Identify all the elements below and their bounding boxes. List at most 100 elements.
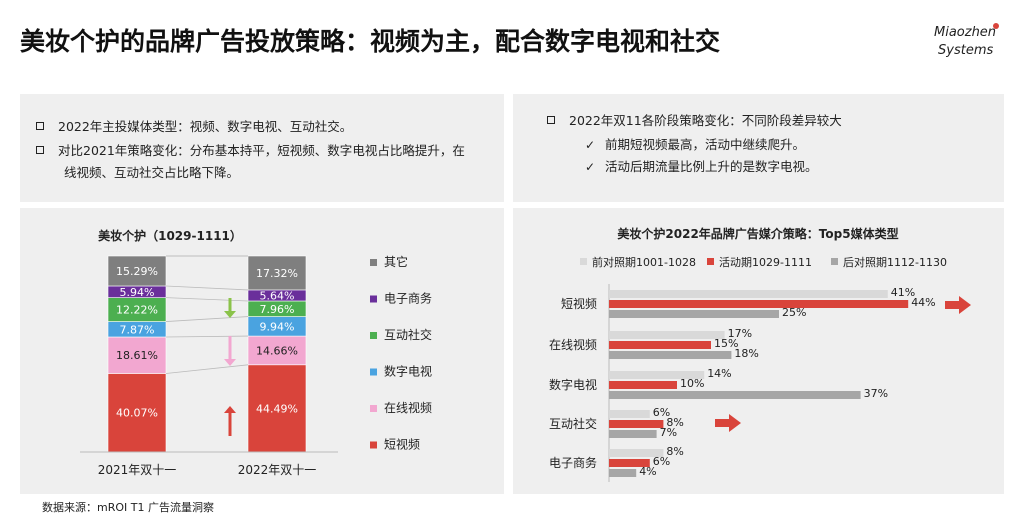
check-icon: ✓ — [585, 138, 596, 152]
stacked-chart-panel: 美妆个护（1029-1111） 40.07% 18.61% 7.87% 12.22% 5.… — [20, 208, 504, 494]
connector-line-2 — [165, 335, 249, 338]
stack-label-2-1: 44.49% — [256, 402, 298, 415]
hbar-label-3-1: 14% — [707, 367, 731, 380]
stack-label-2-2: 14.66% — [256, 344, 298, 357]
data-source: 数据来源：mROI T1 广告流量洞察 — [42, 501, 214, 514]
horizontal-chart-panel: 美妆个护2022年品牌广告媒介策略：Top5媒体类型前对照期1001-1028 活… — [513, 208, 1004, 494]
hbar-label-1-1: 41% — [891, 286, 915, 299]
stack-label-1-5: 5.94% — [120, 286, 155, 299]
right-note-item-1-text: 前期短视频最高，活动中继续爬升。 — [605, 137, 806, 152]
right-note-header-text: 2022年双11各阶段策略变化：不同阶段差异较大 — [569, 113, 842, 128]
right-note-item-2-text: 活动后期流量比例上升的是数字电视。 — [605, 159, 818, 174]
stacked-bar-chart: 美妆个护（1029-1111） 40.07% 18.61% 7.87% 12.22% 5.… — [80, 228, 432, 477]
right-notes-panel: 2022年双11各阶段策略变化：不同阶段差异较大 ✓ 前期短视频最高，活动中继续爬… — [513, 94, 1004, 202]
category-label-5: 电子商务 — [549, 455, 597, 470]
right-note-item-2: ✓ 活动后期流量比例上升的是数字电视。 — [585, 156, 818, 175]
legend-swatch-1 — [370, 259, 377, 266]
legend2-label-3: 后对照期1112-1130 — [843, 255, 947, 269]
legend-label-4: 数字电视 — [384, 364, 432, 379]
legend-label-5: 在线视频 — [384, 400, 432, 415]
down-arrow-social-icon — [224, 298, 236, 318]
hbar-3-1 — [609, 371, 705, 379]
hbar-5-1 — [609, 449, 664, 457]
hbar-label-5-1: 8% — [666, 445, 683, 458]
hbar-label-2-1: 17% — [728, 327, 752, 340]
logo-line-2: Systems — [938, 43, 993, 58]
stack-segment-1-6 — [107, 255, 167, 287]
square-bullet-icon — [547, 116, 555, 124]
hbar-1-2 — [609, 300, 909, 308]
hbar-2-3 — [609, 351, 732, 359]
x-tick-label-2: 2022年双十一 — [238, 463, 317, 477]
hbar-3-2 — [609, 381, 677, 389]
stack-label-2-5: 5.64% — [260, 289, 295, 302]
down-arrow-social-icon-head — [224, 311, 236, 318]
hbar-5-3 — [609, 469, 637, 477]
right-note-item-1: ✓ 前期短视频最高，活动中继续爬升。 — [585, 134, 805, 153]
hbar-label-3-3: 37% — [864, 387, 888, 400]
legend-swatch-4 — [370, 368, 377, 376]
highlight-arrow-social-icon — [715, 414, 741, 432]
stack-label-1-3: 7.87% — [120, 323, 155, 336]
left-note-1: 2022年主投媒体类型：视频、数字电视、互动社交。 — [36, 116, 352, 135]
stack-label-1-2: 18.61% — [116, 349, 158, 362]
left-notes-panel: 2022年主投媒体类型：视频、数字电视、互动社交。 对比2021年策略变化：分布… — [20, 94, 504, 202]
legend2-label-1: 前对照期1001-1028 — [592, 255, 696, 269]
hbar-label-5-3: 4% — [639, 465, 656, 478]
hbar-label-1-2: 44% — [911, 296, 935, 309]
left-note-1-text: 2022年主投媒体类型：视频、数字电视、互动社交。 — [58, 119, 353, 134]
legend-swatch-5 — [370, 405, 377, 412]
legend-label-2: 电子商务 — [384, 291, 432, 306]
category-label-2: 在线视频 — [549, 337, 597, 352]
category-label-4: 互动社交 — [549, 416, 597, 431]
stack-segment-1-1 — [107, 373, 167, 453]
up-arrow-short-video-icon-head — [224, 406, 236, 413]
legend-label-1: 其它 — [384, 254, 408, 269]
hbar-4-2 — [609, 420, 664, 428]
left-note-2-text: 对比2021年策略变化：分布基本持平，短视频、数字电视占比略提升，在 — [58, 143, 465, 158]
hbar-label-4-1: 6% — [653, 406, 670, 419]
legend-label-6: 短视频 — [384, 437, 420, 452]
connector-line-4 — [165, 297, 249, 302]
legend-swatch-3 — [370, 332, 377, 339]
stack-label-2-3: 9.94% — [260, 320, 295, 333]
hbar-2-1 — [609, 331, 725, 339]
category-label-3: 数字电视 — [549, 377, 597, 392]
square-bullet-icon — [36, 146, 44, 154]
legend2-swatch-1 — [580, 258, 587, 265]
hbar-3-3 — [609, 391, 861, 399]
up-arrow-short-video-icon — [224, 406, 236, 436]
legend2-label-2: 活动期1029-1111 — [719, 256, 812, 269]
hbar-label-5-2: 6% — [653, 455, 670, 468]
legend2-swatch-2 — [707, 258, 714, 265]
legend-swatch-6 — [370, 441, 377, 449]
left-note-3: 线视频、互动社交占比略下降。 — [64, 165, 240, 180]
connector-line-5 — [165, 285, 249, 291]
stack-label-2-4: 7.96% — [260, 303, 295, 316]
stack-label-1-1: 40.07% — [116, 407, 158, 420]
hbar-label-1-3: 25% — [782, 306, 806, 319]
down-arrow-online-video-icon-head — [224, 359, 236, 366]
page-title: 美妆个护的品牌广告投放策略：视频为主，配合数字电视和社交 — [20, 27, 721, 56]
hbar-5-2 — [609, 459, 650, 467]
legend2-swatch-3 — [831, 258, 838, 265]
stack-label-2-6: 17.32% — [256, 267, 298, 280]
highlight-arrow-short-video-icon — [945, 296, 971, 314]
chart2-title: 美妆个护2022年品牌广告媒介策略：Top5媒体类型 — [617, 226, 898, 241]
check-icon: ✓ — [585, 160, 596, 174]
down-arrow-online-video-icon — [224, 336, 236, 366]
hbar-2-2 — [609, 341, 711, 349]
square-bullet-icon — [36, 122, 44, 130]
hbar-label-3-2: 10% — [680, 377, 704, 390]
hbar-label-4-3: 7% — [660, 426, 677, 439]
stack-label-1-4: 12.22% — [116, 304, 158, 317]
hbar-label-2-2: 15% — [714, 337, 738, 350]
brand-logo: Miaozhen Systems — [934, 23, 999, 58]
legend-label-3: 互动社交 — [384, 327, 432, 342]
connector-line-3 — [165, 316, 249, 322]
stack-segment-1-2 — [107, 336, 167, 374]
category-label-1: 短视频 — [561, 296, 597, 311]
hbar-1-1 — [609, 290, 888, 298]
stack-segment-2-6 — [247, 255, 307, 291]
